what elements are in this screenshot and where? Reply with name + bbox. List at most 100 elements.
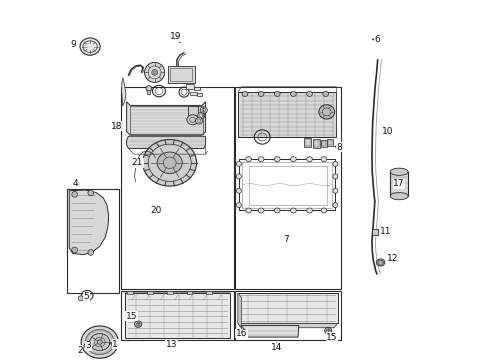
Ellipse shape bbox=[135, 321, 142, 327]
Text: 10: 10 bbox=[382, 127, 393, 136]
Polygon shape bbox=[242, 325, 299, 337]
Text: 21: 21 bbox=[132, 158, 143, 167]
Ellipse shape bbox=[152, 69, 157, 75]
Ellipse shape bbox=[324, 327, 332, 334]
Ellipse shape bbox=[196, 118, 203, 124]
Bar bbox=[248, 166, 327, 205]
Ellipse shape bbox=[236, 188, 242, 193]
Polygon shape bbox=[238, 323, 338, 328]
Ellipse shape bbox=[143, 139, 196, 186]
Bar bbox=[327, 139, 333, 146]
Text: 17: 17 bbox=[393, 179, 405, 188]
Polygon shape bbox=[122, 78, 126, 105]
Ellipse shape bbox=[97, 340, 102, 344]
Ellipse shape bbox=[258, 157, 264, 162]
Polygon shape bbox=[126, 136, 205, 148]
Text: 20: 20 bbox=[150, 206, 162, 215]
Text: 11: 11 bbox=[380, 228, 392, 237]
Text: 2: 2 bbox=[77, 346, 83, 355]
Ellipse shape bbox=[236, 161, 242, 166]
Polygon shape bbox=[125, 293, 230, 338]
Ellipse shape bbox=[333, 188, 338, 193]
Bar bbox=[372, 229, 378, 234]
Text: 3: 3 bbox=[85, 341, 91, 350]
Ellipse shape bbox=[333, 203, 338, 208]
Bar bbox=[168, 66, 195, 83]
Ellipse shape bbox=[390, 168, 408, 175]
Bar bbox=[127, 291, 133, 294]
Text: OIL: OIL bbox=[395, 181, 403, 186]
Ellipse shape bbox=[245, 208, 251, 213]
Polygon shape bbox=[238, 293, 338, 323]
Ellipse shape bbox=[236, 203, 242, 208]
Ellipse shape bbox=[307, 208, 313, 213]
Polygon shape bbox=[238, 293, 242, 328]
Text: 15: 15 bbox=[326, 333, 338, 342]
Bar bbox=[122, 291, 234, 339]
Ellipse shape bbox=[146, 86, 152, 91]
Ellipse shape bbox=[258, 91, 264, 96]
Bar bbox=[321, 140, 327, 147]
Text: 9: 9 bbox=[71, 40, 76, 49]
Ellipse shape bbox=[80, 38, 100, 55]
Text: 7: 7 bbox=[283, 235, 289, 244]
Text: 16: 16 bbox=[236, 329, 247, 338]
Text: 8: 8 bbox=[336, 143, 342, 152]
Ellipse shape bbox=[236, 174, 242, 179]
Ellipse shape bbox=[187, 115, 198, 125]
Ellipse shape bbox=[242, 91, 248, 96]
Bar bbox=[322, 140, 326, 146]
Text: 12: 12 bbox=[387, 255, 398, 264]
Bar bbox=[314, 140, 319, 147]
Bar bbox=[147, 90, 150, 94]
Ellipse shape bbox=[157, 152, 182, 174]
Bar bbox=[67, 189, 119, 293]
Ellipse shape bbox=[390, 193, 408, 200]
Bar bbox=[129, 106, 203, 134]
Text: 4: 4 bbox=[73, 179, 78, 188]
Text: 6: 6 bbox=[374, 35, 380, 44]
Bar bbox=[305, 139, 311, 146]
Ellipse shape bbox=[84, 343, 89, 348]
Ellipse shape bbox=[145, 62, 165, 82]
Ellipse shape bbox=[291, 91, 296, 96]
Polygon shape bbox=[242, 325, 245, 337]
Ellipse shape bbox=[200, 107, 207, 113]
Ellipse shape bbox=[245, 157, 251, 162]
Polygon shape bbox=[69, 190, 109, 255]
Ellipse shape bbox=[274, 91, 280, 96]
Bar bbox=[196, 93, 202, 96]
Ellipse shape bbox=[321, 157, 327, 162]
Ellipse shape bbox=[307, 157, 313, 162]
Ellipse shape bbox=[258, 208, 264, 213]
Ellipse shape bbox=[307, 91, 313, 96]
Bar bbox=[206, 291, 212, 294]
Ellipse shape bbox=[274, 208, 280, 213]
Bar bbox=[238, 92, 337, 137]
Text: 5: 5 bbox=[84, 292, 89, 301]
Ellipse shape bbox=[321, 208, 327, 213]
Ellipse shape bbox=[291, 157, 296, 162]
Polygon shape bbox=[125, 293, 230, 300]
Bar bbox=[187, 291, 192, 294]
Ellipse shape bbox=[291, 208, 296, 213]
Text: 13: 13 bbox=[166, 341, 177, 350]
Bar bbox=[235, 87, 341, 289]
Bar bbox=[304, 138, 311, 147]
Ellipse shape bbox=[90, 333, 110, 351]
Bar bbox=[122, 87, 234, 289]
Text: 18: 18 bbox=[111, 122, 122, 131]
Ellipse shape bbox=[319, 105, 335, 119]
Ellipse shape bbox=[78, 347, 84, 352]
Ellipse shape bbox=[88, 249, 94, 255]
Bar bbox=[328, 140, 332, 145]
Bar bbox=[390, 172, 408, 196]
Bar bbox=[194, 87, 200, 90]
Ellipse shape bbox=[323, 91, 329, 96]
Ellipse shape bbox=[197, 112, 205, 119]
Text: 1: 1 bbox=[112, 340, 118, 349]
Text: 19: 19 bbox=[171, 32, 182, 41]
Ellipse shape bbox=[72, 247, 77, 253]
Bar bbox=[147, 291, 153, 294]
Ellipse shape bbox=[88, 190, 94, 196]
